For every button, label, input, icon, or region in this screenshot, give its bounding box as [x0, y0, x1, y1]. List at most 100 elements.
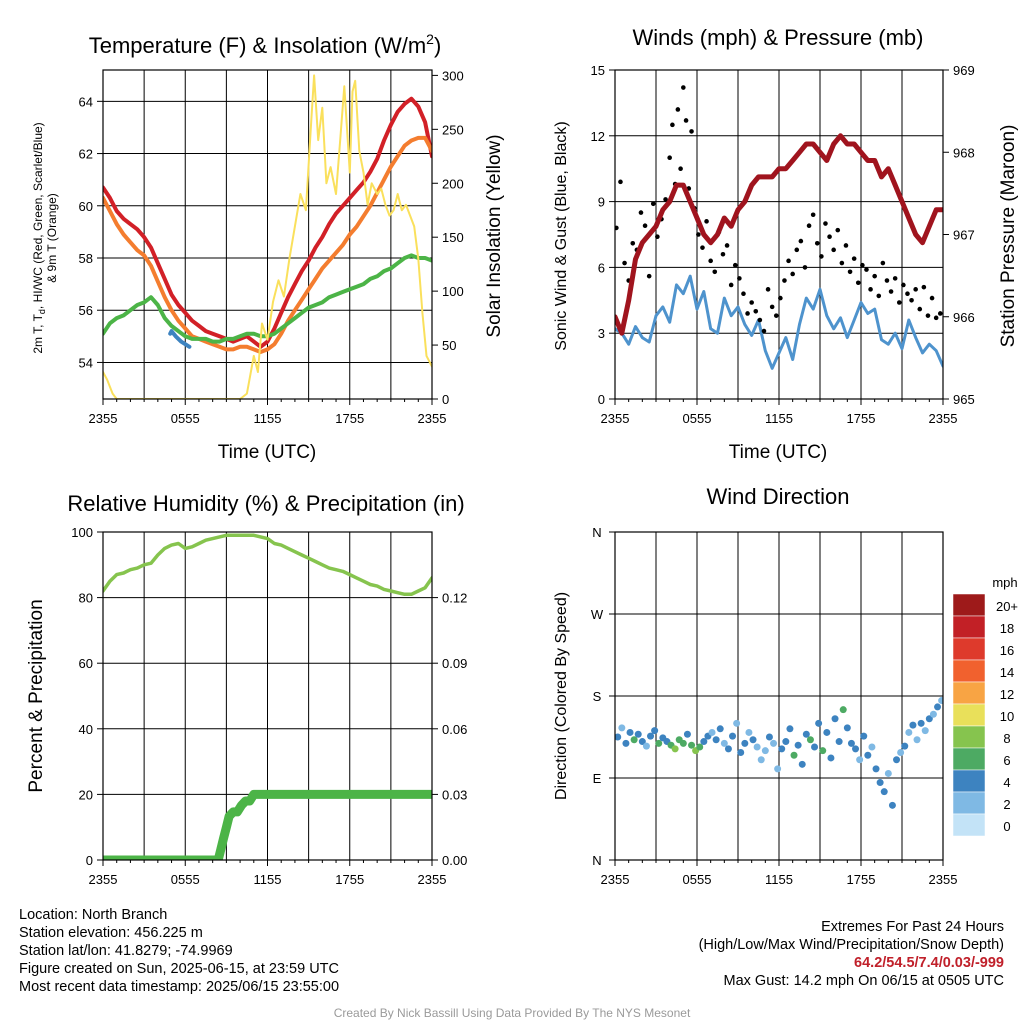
extremes-info: Extremes For Past 24 Hours (High/Low/Max… [699, 918, 1004, 990]
gust-point [855, 280, 861, 286]
gust-point [675, 107, 681, 112]
direction-point [671, 745, 679, 753]
y2-tick-label: 0.00 [442, 853, 467, 868]
direction-point [700, 738, 708, 746]
x-tick-label: 2355 [418, 411, 447, 426]
temperature-panel: Temperature (F) & Insolation (W/m2) 2355… [31, 31, 505, 463]
gust-point [745, 311, 750, 316]
direction-point [745, 728, 753, 736]
gust-point [864, 267, 869, 272]
gust-point [724, 243, 730, 248]
temperature-left-label-line2: & 9m T (Orange) [45, 193, 59, 283]
y2-tick-label: 250 [442, 122, 464, 137]
gust-point [683, 118, 689, 123]
gust-point [712, 269, 718, 275]
direction-point [749, 736, 757, 744]
y2-tick-label: 0 [442, 392, 449, 407]
station-elevation: Station elevation: 456.225 m [19, 925, 203, 941]
colorbar-swatch [952, 593, 986, 617]
direction-point [720, 739, 728, 747]
gust-point [925, 313, 931, 318]
colorbar-swatch [952, 747, 986, 771]
series-2m-t [103, 96, 432, 349]
gust-point [753, 308, 759, 314]
x-tick-label: 2355 [929, 411, 958, 426]
direction-point [847, 739, 855, 747]
colorbar-label: 14 [1000, 665, 1014, 680]
gust-point [646, 273, 652, 279]
direction-point [770, 739, 778, 747]
gust-point [851, 256, 857, 261]
direction-point [651, 727, 659, 735]
direction-point [901, 742, 909, 750]
y2-tick-label: 0.09 [442, 656, 467, 671]
y-tick-label: 60 [79, 656, 93, 671]
direction-point [622, 739, 630, 747]
direction-point [823, 728, 831, 736]
temperature-left-label: 2m T, Td, HI/WC (Red, Green, Scarlet/Blu… [31, 122, 47, 353]
y-tick-label: 3 [598, 326, 605, 341]
gust-point [728, 282, 734, 288]
direction-point [872, 765, 880, 773]
gust-point [835, 227, 841, 233]
gust-point [655, 234, 660, 239]
gust-point [798, 238, 804, 244]
direction-point [819, 747, 827, 755]
series-relative-humidity [103, 533, 432, 597]
direction-point [683, 730, 691, 738]
direction-point [839, 706, 847, 714]
direction-point [827, 754, 835, 762]
gust-point [937, 311, 943, 316]
x-tick-label: 1155 [254, 872, 282, 887]
y-tick-label: 15 [591, 63, 605, 78]
direction-point [679, 739, 687, 747]
gust-point [757, 317, 763, 323]
y-tick-label: 60 [79, 199, 93, 214]
y2-tick-label: 969 [953, 63, 975, 78]
direction-point [843, 724, 851, 732]
direction-point [753, 743, 761, 751]
direction-title: Wind Direction [706, 484, 849, 509]
colorbar-unit: mph [992, 575, 1017, 590]
colorbar-swatch [952, 791, 986, 815]
y-tick-label: 100 [71, 525, 93, 540]
colorbar-label: 20+ [996, 599, 1018, 614]
direction-point [615, 733, 622, 741]
x-tick-label: 1755 [335, 872, 364, 887]
gust-point [896, 300, 902, 305]
gust-point [823, 221, 828, 226]
colorbar-swatch [952, 813, 986, 837]
temperature-right-label: Solar Insolation (Yellow) [484, 134, 505, 337]
colorbar-label: 12 [1000, 687, 1014, 702]
y2-tick-label: 0.06 [442, 722, 467, 737]
direction-point [934, 703, 942, 711]
series-group [615, 85, 943, 370]
direction-point [811, 743, 819, 751]
colorbar-swatch [952, 769, 986, 793]
direction-point [868, 743, 876, 751]
speed-colorbar: mph 20+ 18 16 14 12 10 8 6 4 2 0 [952, 575, 1018, 837]
y-tick-label: 64 [79, 94, 93, 109]
gust-point [708, 258, 713, 264]
gust-point [929, 295, 935, 301]
gust-point [847, 269, 853, 275]
temperature-x-label: Time (UTC) [218, 442, 317, 463]
colorbar-swatch [952, 637, 986, 661]
colorbar-label: 6 [1003, 753, 1010, 768]
direction-point [626, 728, 634, 736]
x-tick-label: 2355 [601, 411, 630, 426]
y-tick-label: 9 [598, 195, 605, 210]
direction-point [864, 751, 872, 759]
y-tick-label: 40 [79, 722, 93, 737]
y2-tick-label: 0.03 [442, 787, 467, 802]
series-wind-chill [168, 329, 192, 349]
gust-point [769, 304, 775, 310]
y-tick-label: 62 [79, 147, 93, 162]
direction-point [893, 756, 901, 764]
gust-point [876, 293, 882, 299]
direction-point [852, 745, 860, 753]
gust-point [843, 243, 849, 248]
gust-point [741, 291, 746, 297]
x-tick-label: 1155 [765, 411, 793, 426]
